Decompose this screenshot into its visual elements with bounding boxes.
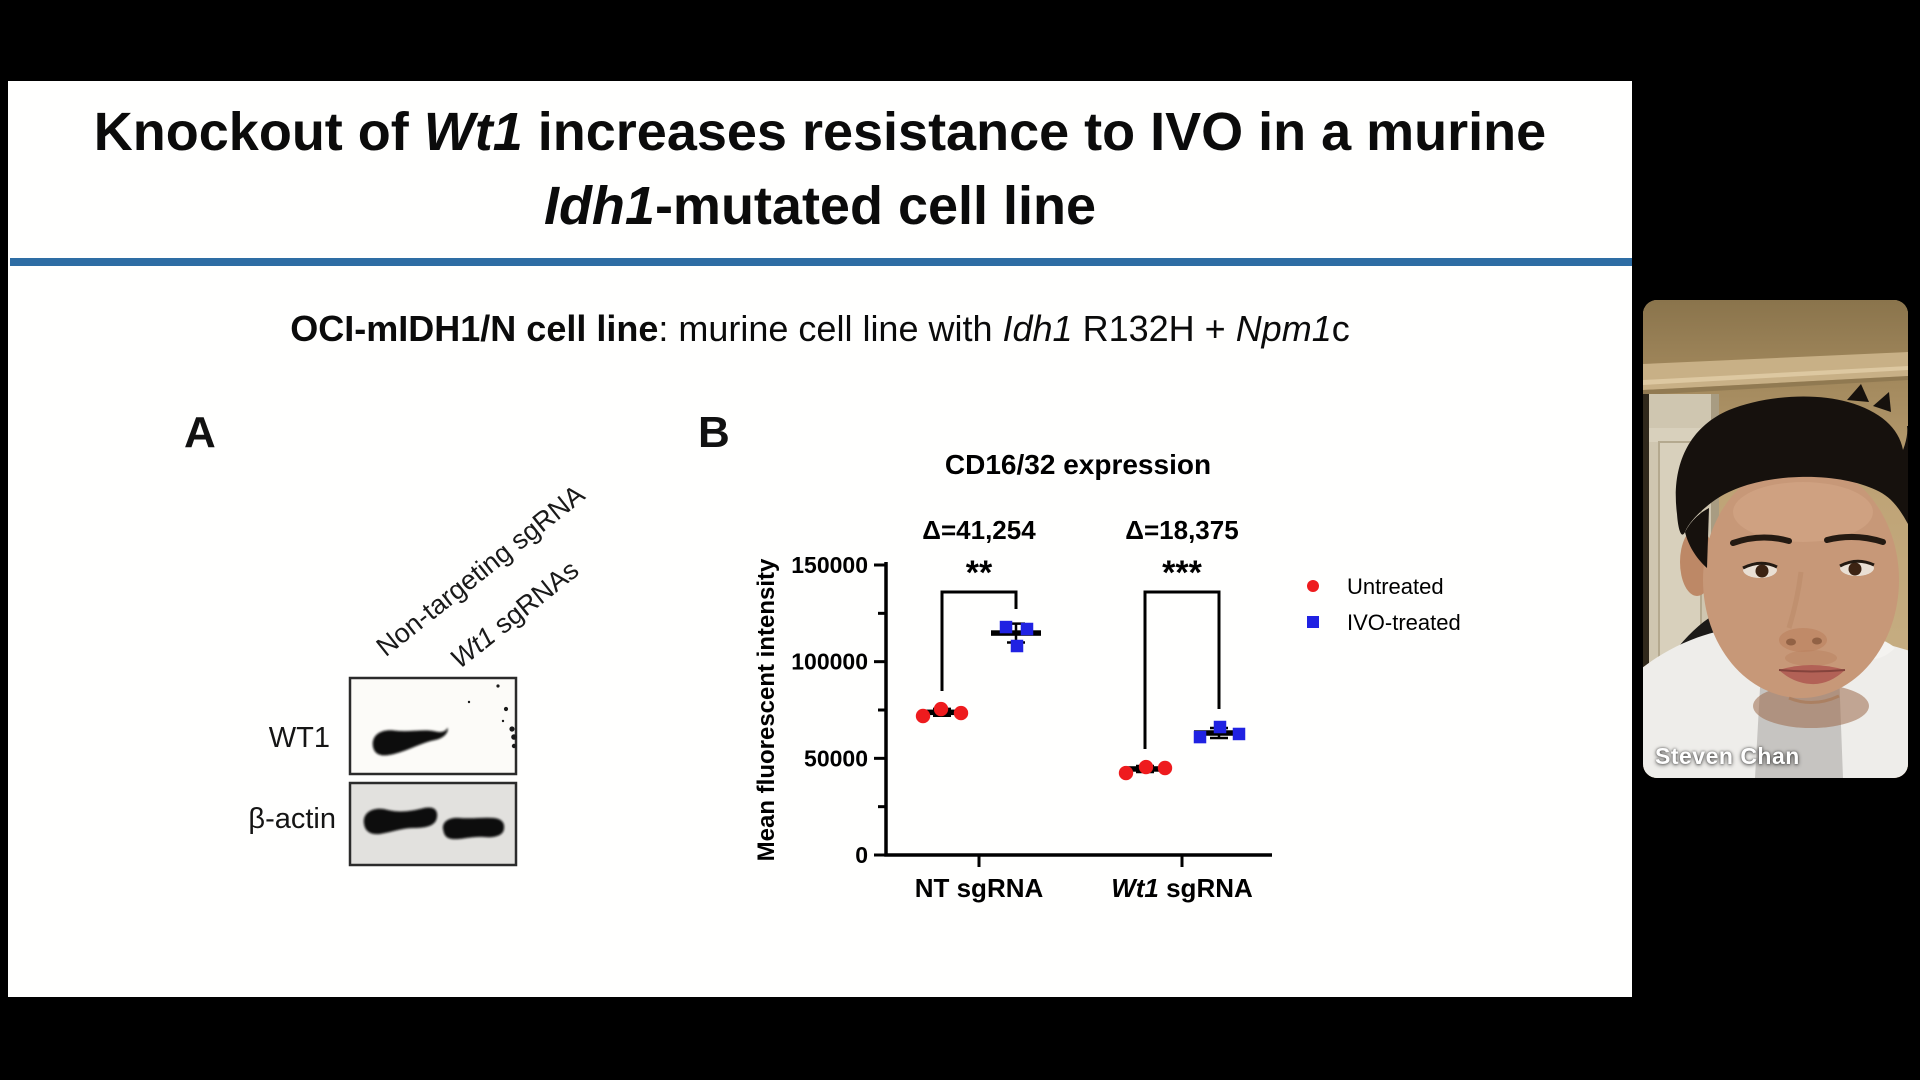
point-untreated [933, 701, 949, 717]
point-ivo-treated [1020, 622, 1034, 636]
slide-title-line2: Idh1-mutated cell line [543, 176, 1097, 236]
nostril-left [1786, 638, 1796, 646]
eye-right [1839, 559, 1875, 576]
eyebrow-right [1824, 534, 1886, 545]
significance-stars: ** [966, 554, 993, 592]
blot-label-beta-actin: β-actin [248, 803, 336, 835]
slide-subtitle: OCI-mIDH1/N cell line: murine cell line … [290, 308, 1350, 349]
mean-bar [991, 630, 1041, 636]
forehead-highlight [1733, 482, 1873, 542]
point-untreated [915, 708, 931, 724]
legend-marker-circle [1307, 580, 1319, 592]
chart-title: CD16/32 expression [945, 449, 1211, 480]
point-untreated [1157, 760, 1173, 776]
webcam-video [1643, 300, 1908, 778]
svg-text:NT sgRNA: NT sgRNA [915, 873, 1044, 903]
point-untreated [1138, 759, 1154, 775]
participant-name-tag: Steven Chan [1655, 743, 1800, 769]
slide-title-line1: Knockout of Wt1 increases resistance to … [93, 102, 1547, 162]
eyebrow-left [1730, 534, 1792, 546]
panel-a-label: A [184, 408, 216, 457]
y-axis-label: Mean fluorescent intensity [753, 558, 780, 861]
beta-actin-band-2 [442, 817, 505, 840]
annotations: ** Δ=41,254 *** Δ=18,375 [922, 515, 1238, 592]
beta-actin-band-1 [363, 807, 438, 835]
legend-marker-square [1307, 616, 1319, 628]
point-ivo-treated [999, 620, 1013, 634]
point-ivo-treated [1010, 639, 1024, 653]
point-untreated [1118, 765, 1134, 781]
sideburn [1685, 508, 1709, 568]
x-axis-labels: NT sgRNA Wt1 sgRNA [915, 873, 1253, 903]
hair-spike [1847, 384, 1869, 402]
hair [1675, 396, 1908, 535]
significance-brackets [940, 590, 1221, 750]
svg-text:50000: 50000 [804, 745, 868, 771]
delta-label: Δ=41,254 [922, 515, 1036, 545]
point-ivo-treated [1193, 730, 1207, 744]
svg-text:Wt1 sgRNA: Wt1 sgRNA [1111, 873, 1253, 903]
upper-lip-shadow [1785, 650, 1837, 666]
western-blot-figure [348, 676, 518, 867]
chin-crease [1788, 694, 1840, 704]
blot-label-wt1: WT1 [268, 722, 330, 754]
crown-molding [1643, 352, 1908, 395]
point-ivo-treated [1232, 727, 1246, 741]
panel-b-label: B [698, 408, 730, 457]
point-ivo-treated [1213, 720, 1227, 734]
blot-speckles [467, 684, 517, 749]
cd16-32-expression-chart: 0 50000 100000 150000 Mean fluorescent inten… [753, 449, 1461, 903]
lips [1779, 665, 1845, 685]
webcam-video-tile[interactable]: Steven Chan [1643, 300, 1908, 778]
y-axis-ticks [874, 563, 886, 857]
eye-left [1742, 561, 1778, 578]
y-axis-tick-labels: 0 50000 100000 150000 [791, 552, 868, 868]
person [1643, 384, 1908, 778]
legend-label: Untreated [1347, 574, 1444, 599]
mouth-line [1778, 669, 1846, 673]
nose-bridge [1786, 571, 1804, 629]
significance-stars: *** [1162, 554, 1202, 592]
hair-spike-2 [1873, 392, 1891, 412]
nostril-right [1812, 637, 1822, 645]
data-points [915, 620, 1246, 781]
x-axis-ticks [977, 855, 1184, 867]
legend-label: IVO-treated [1347, 610, 1461, 635]
slide-title: Knockout of Wt1 increases resistance to … [8, 95, 1632, 243]
wt1-blot-box [348, 676, 518, 776]
delta-label: Δ=18,375 [1125, 515, 1238, 545]
wt1-band [372, 727, 448, 756]
svg-text:0: 0 [855, 842, 868, 868]
nose [1779, 628, 1827, 652]
svg-text:100000: 100000 [791, 649, 868, 675]
svg-text:150000: 150000 [791, 552, 868, 578]
presentation-slide: Knockout of Wt1 increases resistance to … [8, 81, 1632, 997]
legend: Untreated IVO-treated [1307, 574, 1461, 635]
point-untreated [953, 705, 969, 721]
title-divider-rule [10, 258, 1632, 266]
